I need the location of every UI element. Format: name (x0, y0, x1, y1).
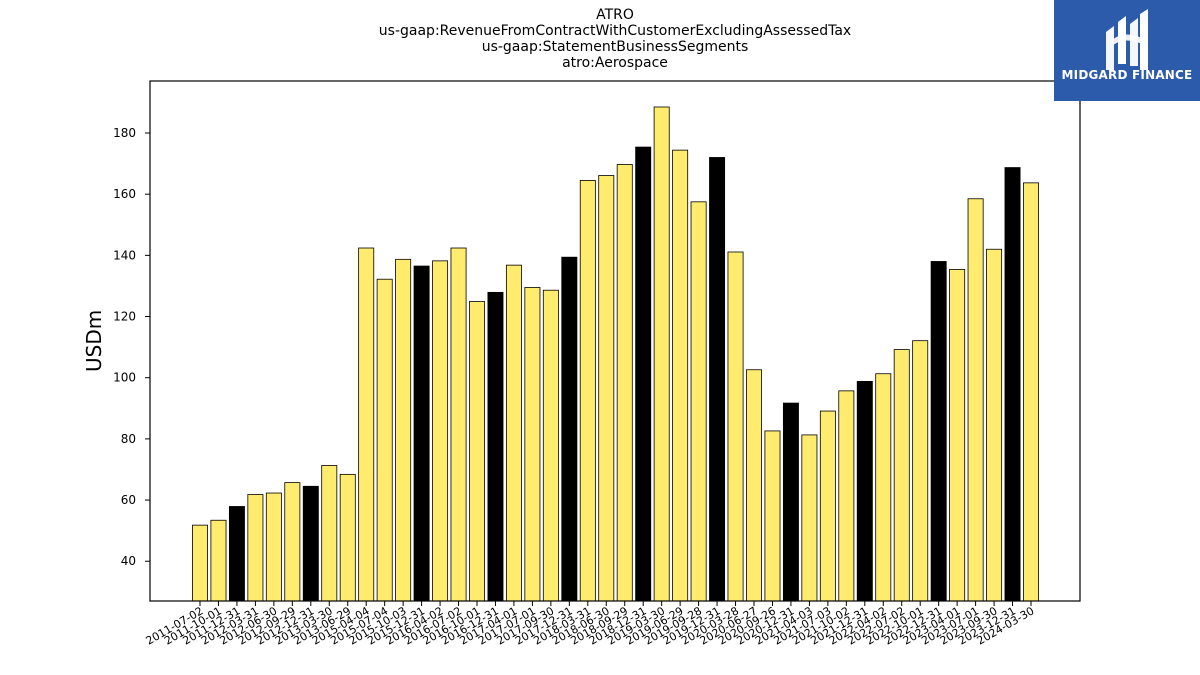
bar-2018-09-29 (616, 164, 633, 602)
bar-2020-06-27 (746, 369, 762, 602)
bar-2022-07-02 (893, 349, 910, 602)
bar-2019-09-28 (690, 201, 707, 602)
y-tick-label: 100 (113, 371, 136, 385)
bar-2023-04-01 (949, 269, 966, 602)
bar-2016-10-01 (469, 301, 485, 602)
plot-frame (149, 80, 1081, 602)
bar-2017-07-01 (524, 287, 541, 602)
bar-2021-12-31 (856, 380, 873, 602)
bar-2022-10-01 (912, 340, 929, 602)
bar-2012-06-30 (265, 492, 282, 602)
bar-2019-06-29 (672, 149, 689, 602)
bar-2018-03-31 (579, 180, 596, 602)
bar-2019-03-30 (653, 106, 670, 602)
y-tick-label: 60 (121, 493, 136, 507)
bar-2021-10-02 (838, 390, 855, 602)
bar-2023-09-30 (986, 248, 1003, 602)
bar-2015-07-04 (376, 278, 393, 602)
bar-2022-04-02 (875, 373, 892, 602)
bar-2012-09-29 (284, 482, 301, 602)
midgard-logo-icon (1106, 9, 1148, 70)
y-tick-label: 120 (113, 310, 136, 324)
bar-2018-12-31 (635, 146, 652, 602)
bar-2012-03-31 (247, 494, 264, 602)
bar-2013-06-29 (339, 473, 356, 602)
bar-2021-04-03 (801, 434, 818, 602)
bar-2015-12-31 (413, 265, 430, 602)
y-tick-label: 80 (121, 432, 136, 446)
chart-subtitle-concept: us-gaap:RevenueFromContractWithCustomerE… (378, 23, 852, 39)
bar-2011-10-01 (210, 519, 227, 602)
bar-2017-12-31 (561, 256, 578, 602)
chart-subtitle-member: atro:Aerospace (562, 55, 668, 71)
bar-2020-09-26 (764, 430, 781, 602)
y-tick-label: 140 (113, 248, 136, 262)
y-tick-label: 40 (121, 554, 136, 568)
chart-subtitle-axis: us-gaap:StatementBusinessSegments (481, 39, 749, 55)
bar-2020-12-31 (782, 402, 799, 602)
bar-2017-04-01 (505, 264, 522, 602)
bar-2020-03-28 (727, 251, 744, 602)
bar-2016-07-02 (450, 247, 467, 602)
bar-2024-03-30 (1023, 182, 1039, 602)
y-tick-label: 180 (113, 126, 136, 140)
bar-2013-03-30 (321, 465, 338, 602)
bar-2011-07-02 (192, 524, 208, 602)
bar-2011-12-31 (228, 506, 245, 602)
y-axis: 40 60 80 100 120 140 160 180 (113, 126, 150, 568)
y-tick-label: 160 (113, 187, 136, 201)
bar-2015-04-04 (358, 247, 375, 602)
bar-2016-04-02 (432, 260, 449, 602)
chart-title: ATRO (596, 7, 634, 23)
bar-2015-10-03 (395, 258, 412, 602)
logo-text: MIDGARD FINANCE (1061, 68, 1193, 82)
bar-2018-06-30 (598, 175, 615, 602)
bar-2023-12-31 (1004, 167, 1021, 602)
bar-2012-12-31 (302, 485, 319, 602)
midgard-finance-logo: MIDGARD FINANCE (1054, 0, 1200, 101)
bar-2017-09-30 (542, 289, 559, 602)
bar-2022-12-31 (930, 261, 947, 602)
bar-2019-12-31 (709, 157, 726, 602)
bar-2023-07-01 (967, 198, 984, 602)
bar-2021-07-03 (819, 410, 836, 602)
bars-group (192, 106, 1039, 602)
bar-2016-12-31 (487, 291, 504, 602)
x-axis: 2011-07-022011-10-012011-12-312012-03-31… (144, 601, 1037, 648)
